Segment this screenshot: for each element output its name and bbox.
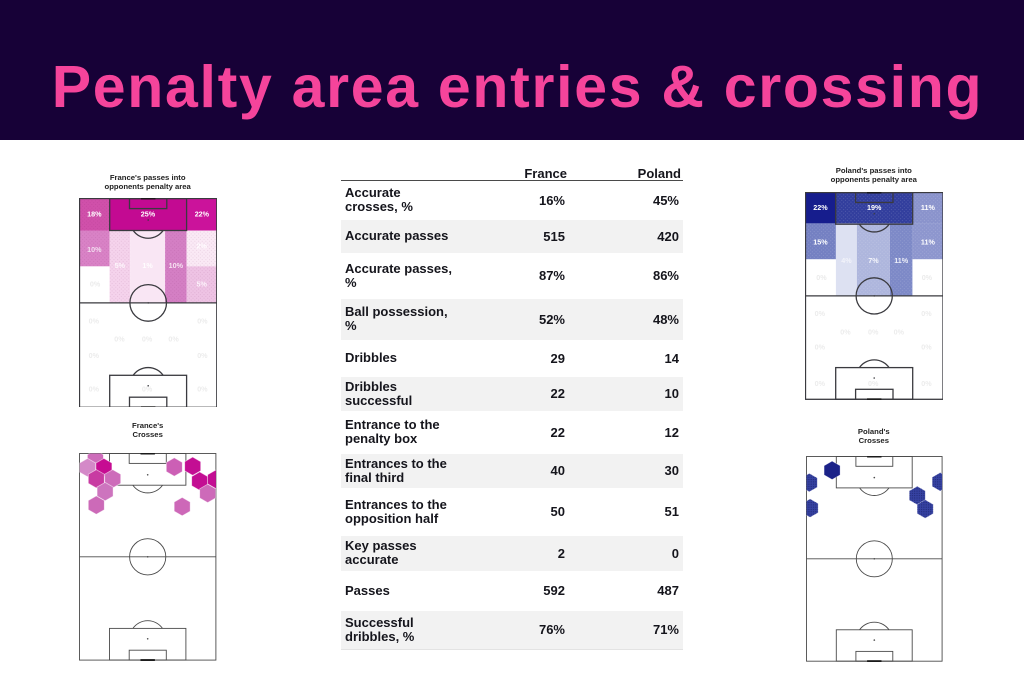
svg-text:5%: 5%: [114, 261, 125, 270]
svg-text:10%: 10%: [168, 261, 183, 270]
svg-text:0%: 0%: [141, 334, 152, 343]
svg-text:4%: 4%: [841, 256, 852, 265]
svg-text:11%: 11%: [894, 256, 909, 265]
svg-text:0%: 0%: [921, 273, 932, 282]
svg-text:0%: 0%: [814, 309, 825, 318]
svg-text:11%: 11%: [920, 203, 935, 212]
svg-text:0%: 0%: [868, 379, 879, 388]
svg-text:2%: 2%: [196, 241, 207, 250]
svg-text:0%: 0%: [814, 379, 825, 388]
svg-text:11%: 11%: [920, 238, 935, 247]
svg-text:0%: 0%: [893, 328, 904, 337]
svg-text:0%: 0%: [814, 343, 825, 352]
svg-text:19%: 19%: [867, 203, 882, 212]
svg-text:0%: 0%: [868, 328, 879, 337]
svg-text:25%: 25%: [140, 209, 155, 218]
svg-text:5%: 5%: [196, 279, 207, 288]
svg-text:10%: 10%: [87, 245, 102, 254]
svg-text:1%: 1%: [142, 261, 153, 270]
svg-text:0%: 0%: [840, 328, 851, 337]
svg-text:0%: 0%: [197, 384, 208, 393]
svg-text:0%: 0%: [88, 316, 99, 325]
svg-text:15%: 15%: [813, 238, 828, 247]
svg-text:22%: 22%: [194, 209, 209, 218]
svg-text:22%: 22%: [813, 203, 828, 212]
svg-text:0%: 0%: [816, 273, 827, 282]
svg-text:0%: 0%: [197, 351, 208, 360]
svg-text:0%: 0%: [197, 316, 208, 325]
svg-text:0%: 0%: [168, 334, 179, 343]
svg-text:0%: 0%: [89, 279, 100, 288]
svg-text:0%: 0%: [114, 334, 125, 343]
svg-text:18%: 18%: [87, 209, 102, 218]
svg-text:0%: 0%: [921, 309, 932, 318]
svg-text:7%: 7%: [868, 256, 879, 265]
svg-text:0%: 0%: [88, 384, 99, 393]
svg-text:0%: 0%: [141, 384, 152, 393]
svg-text:0%: 0%: [921, 343, 932, 352]
svg-text:0%: 0%: [88, 351, 99, 360]
svg-text:0%: 0%: [921, 379, 932, 388]
